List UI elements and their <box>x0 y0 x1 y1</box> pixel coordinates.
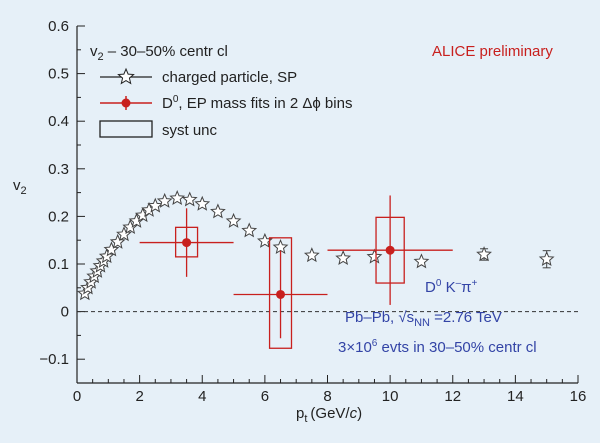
star-point <box>181 191 198 207</box>
syst-box <box>268 237 293 349</box>
legend-entry-charged-label: charged particle, SP <box>162 69 297 86</box>
x-tick-label: 16 <box>570 388 587 405</box>
x-tick-label: 0 <box>73 388 81 405</box>
events-annotation: 3×106 evts in 30–50% centr cl <box>338 338 537 356</box>
x-tick-label: 10 <box>382 388 399 405</box>
y-tick-label: 0.4 <box>48 113 69 130</box>
legend-circle-marker <box>121 98 131 108</box>
y-tick-label: 0.5 <box>48 66 69 83</box>
y-tick-label: 0.1 <box>48 256 69 273</box>
star-point <box>303 247 320 263</box>
x-tick-label: 4 <box>198 388 206 405</box>
alice-preliminary-label: ALICE preliminary <box>432 43 553 60</box>
x-tick-label: 2 <box>135 388 143 405</box>
x-tick-label: 12 <box>444 388 461 405</box>
legend-star-marker <box>117 67 135 85</box>
d-meson-point <box>182 238 192 248</box>
x-tick-label: 8 <box>323 388 331 405</box>
y-tick-label: −0.1 <box>39 351 69 368</box>
decay-annotation: D0 K–π+ <box>425 278 478 296</box>
y-tick-label: 0.6 <box>48 18 69 35</box>
legend-entry-dmeson-label: D0, EP mass fits in 2 Δϕ bins <box>162 94 352 112</box>
d-meson-point <box>276 289 286 299</box>
star-point <box>241 222 258 238</box>
x-axis-label: pt (GeV/c) <box>296 405 362 425</box>
legend-header: v2 – 30–50% centr cl <box>90 43 228 63</box>
star-point <box>194 195 211 211</box>
ticks-group: 0 2 4 6 8 10 12 14 16 −0.1 0 0.1 0.2 0.3 0.4 0.5 0.6 <box>39 18 586 405</box>
star-point <box>103 241 120 257</box>
star-point <box>272 239 289 255</box>
star-point <box>116 226 132 242</box>
d-meson-point <box>385 245 395 255</box>
system-annotation: Pb–Pb, √sNN =2.76 TeV <box>345 309 502 329</box>
star-point <box>476 246 492 262</box>
charged-particle-series <box>76 190 555 301</box>
star-point <box>156 192 173 208</box>
star-point <box>366 248 383 264</box>
y-tick-label: 0.3 <box>48 161 69 178</box>
star-point <box>147 197 164 213</box>
legend <box>99 67 153 138</box>
legend-box-marker <box>99 120 153 138</box>
star-point <box>210 203 226 219</box>
x-tick-label: 14 <box>507 388 524 405</box>
star-point <box>169 190 186 206</box>
star-point <box>225 212 242 228</box>
d-meson-series <box>139 195 453 349</box>
star-point <box>538 250 555 266</box>
legend-entry-syst-label: syst unc <box>162 122 218 139</box>
y-axis-label: v2 <box>13 177 27 197</box>
star-point <box>413 253 430 269</box>
x-tick-label: 6 <box>261 388 269 405</box>
star-point <box>109 233 126 249</box>
y-tick-label: 0 <box>61 304 69 321</box>
star-point <box>335 249 352 266</box>
y-tick-label: 0.2 <box>48 208 69 225</box>
